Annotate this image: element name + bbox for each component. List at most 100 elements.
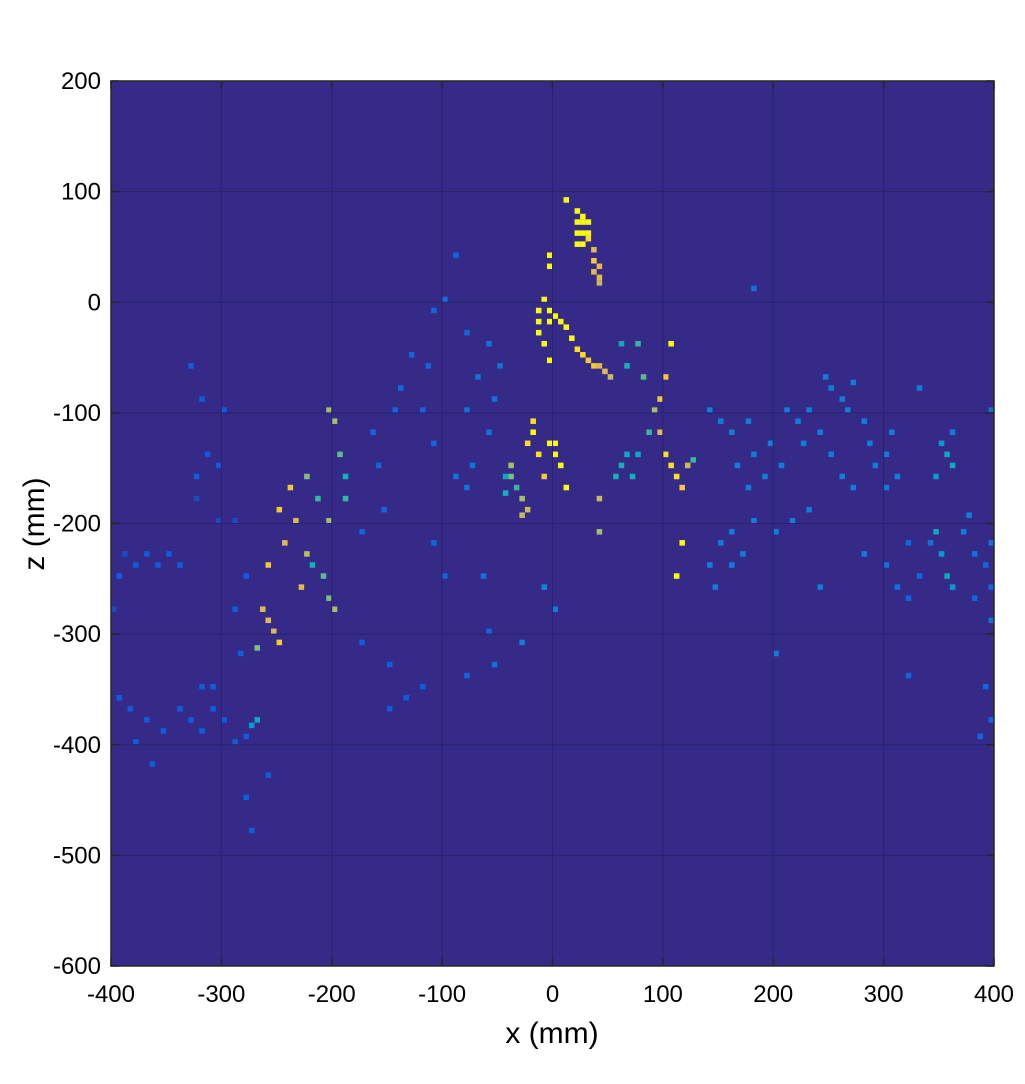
heatmap-cell — [988, 584, 994, 590]
heatmap-cell — [519, 639, 525, 646]
x-tick-label: 400 — [974, 981, 1014, 1008]
heatmap-cell — [144, 551, 150, 557]
heatmap-cell — [580, 352, 586, 358]
heatmap-cell — [662, 374, 669, 380]
heatmap-cell — [116, 694, 123, 701]
heatmap-cell — [745, 418, 752, 424]
heatmap-cell — [971, 551, 978, 557]
heatmap-cell — [938, 440, 945, 447]
x-tick-label: 200 — [753, 981, 793, 1008]
heatmap-cell — [370, 429, 376, 435]
heatmap-cell — [315, 495, 321, 502]
heatmap-cell — [464, 484, 470, 491]
heatmap-cell — [326, 407, 332, 413]
heatmap-cell — [149, 761, 156, 767]
heatmap-cell — [469, 462, 476, 469]
heatmap-cell — [248, 827, 255, 834]
heatmap-cell — [624, 363, 630, 369]
heatmap-cell — [199, 728, 205, 734]
heatmap-cell — [729, 562, 735, 568]
heatmap-cell — [337, 451, 343, 458]
y-tick-label: -200 — [53, 511, 101, 538]
heatmap-cell — [541, 584, 547, 590]
heatmap-cell — [535, 451, 542, 458]
heatmap-cell — [530, 418, 536, 424]
heatmap-cell — [707, 407, 713, 413]
y-tick-label: -300 — [53, 621, 101, 648]
heatmap-cell — [806, 506, 812, 513]
heatmap-cell — [431, 307, 437, 314]
heatmap-cell — [508, 462, 514, 469]
heatmap-cell — [635, 451, 641, 458]
heatmap-cell — [541, 296, 547, 303]
heatmap-cells — [111, 197, 994, 834]
y-tick-label: -400 — [53, 732, 101, 759]
heatmap-cell — [265, 562, 272, 568]
heatmap-cell — [773, 529, 779, 535]
heatmap-cell — [657, 429, 663, 435]
heatmap-cell — [635, 340, 641, 347]
heatmap-cell — [751, 517, 757, 524]
heatmap-cell — [977, 733, 983, 740]
heatmap-cell — [668, 340, 674, 347]
x-tick-label: 0 — [546, 981, 559, 1008]
heatmap-cell — [712, 584, 719, 590]
heatmap-cell — [602, 368, 608, 375]
heatmap-cell — [679, 540, 685, 546]
y-tick-label: -600 — [53, 953, 101, 980]
heatmap-cell — [933, 529, 939, 535]
heatmap-cell — [254, 645, 261, 651]
heatmap-cell — [574, 346, 581, 353]
heatmap-cell — [248, 722, 255, 729]
heatmap-cell — [210, 683, 216, 690]
heatmap-cell — [243, 573, 249, 579]
heatmap-cell — [585, 219, 592, 225]
heatmap-cell — [580, 213, 586, 220]
heatmap-cell — [475, 374, 481, 380]
heatmap-cell — [949, 462, 956, 469]
heatmap-cell — [298, 584, 305, 590]
heatmap-cell — [591, 363, 597, 369]
heatmap-cell — [883, 451, 890, 458]
heatmap-cell — [580, 219, 586, 225]
heatmap-cell — [646, 429, 652, 435]
heatmap-cell — [276, 506, 283, 513]
heatmap-cell — [204, 451, 211, 458]
heatmap-cell — [326, 517, 332, 524]
heatmap-cell — [243, 794, 249, 801]
heatmap-cell — [745, 484, 752, 491]
y-tick-label: -100 — [53, 400, 101, 427]
heatmap-cell — [729, 529, 735, 535]
heatmap-cell — [596, 263, 603, 270]
heatmap-cell — [420, 683, 426, 690]
heatmap-cell — [850, 379, 857, 386]
heatmap-cell — [342, 473, 349, 480]
heatmap-cell — [773, 650, 779, 657]
heatmap-cell — [193, 473, 200, 480]
heatmap-cell — [535, 318, 542, 325]
x-tick-label: 100 — [643, 981, 683, 1008]
heatmap-cell — [988, 717, 994, 723]
heatmap-cell — [155, 562, 161, 568]
heatmap-cell — [591, 269, 597, 275]
heatmap-cell — [431, 440, 437, 447]
heatmap-cell — [596, 274, 603, 281]
heatmap-cell — [431, 540, 437, 546]
heatmap-cell — [740, 551, 746, 557]
heatmap-cell — [800, 440, 807, 447]
heatmap-cell — [530, 429, 536, 435]
heatmap-cell — [453, 252, 459, 258]
heatmap-cell — [574, 230, 581, 236]
heatmap-cell — [751, 451, 757, 458]
heatmap-cell — [221, 407, 227, 413]
heatmap-cell — [585, 230, 592, 236]
heatmap-cell — [464, 329, 470, 336]
heatmap-cell — [166, 551, 172, 557]
heatmap-cell — [160, 728, 167, 734]
heatmap-cell — [188, 363, 194, 369]
heatmap-cell — [558, 462, 564, 469]
heatmap-cell — [282, 540, 288, 546]
heatmap-cell — [690, 457, 696, 463]
heatmap-cell — [618, 462, 625, 469]
heatmap-cell — [442, 296, 448, 303]
